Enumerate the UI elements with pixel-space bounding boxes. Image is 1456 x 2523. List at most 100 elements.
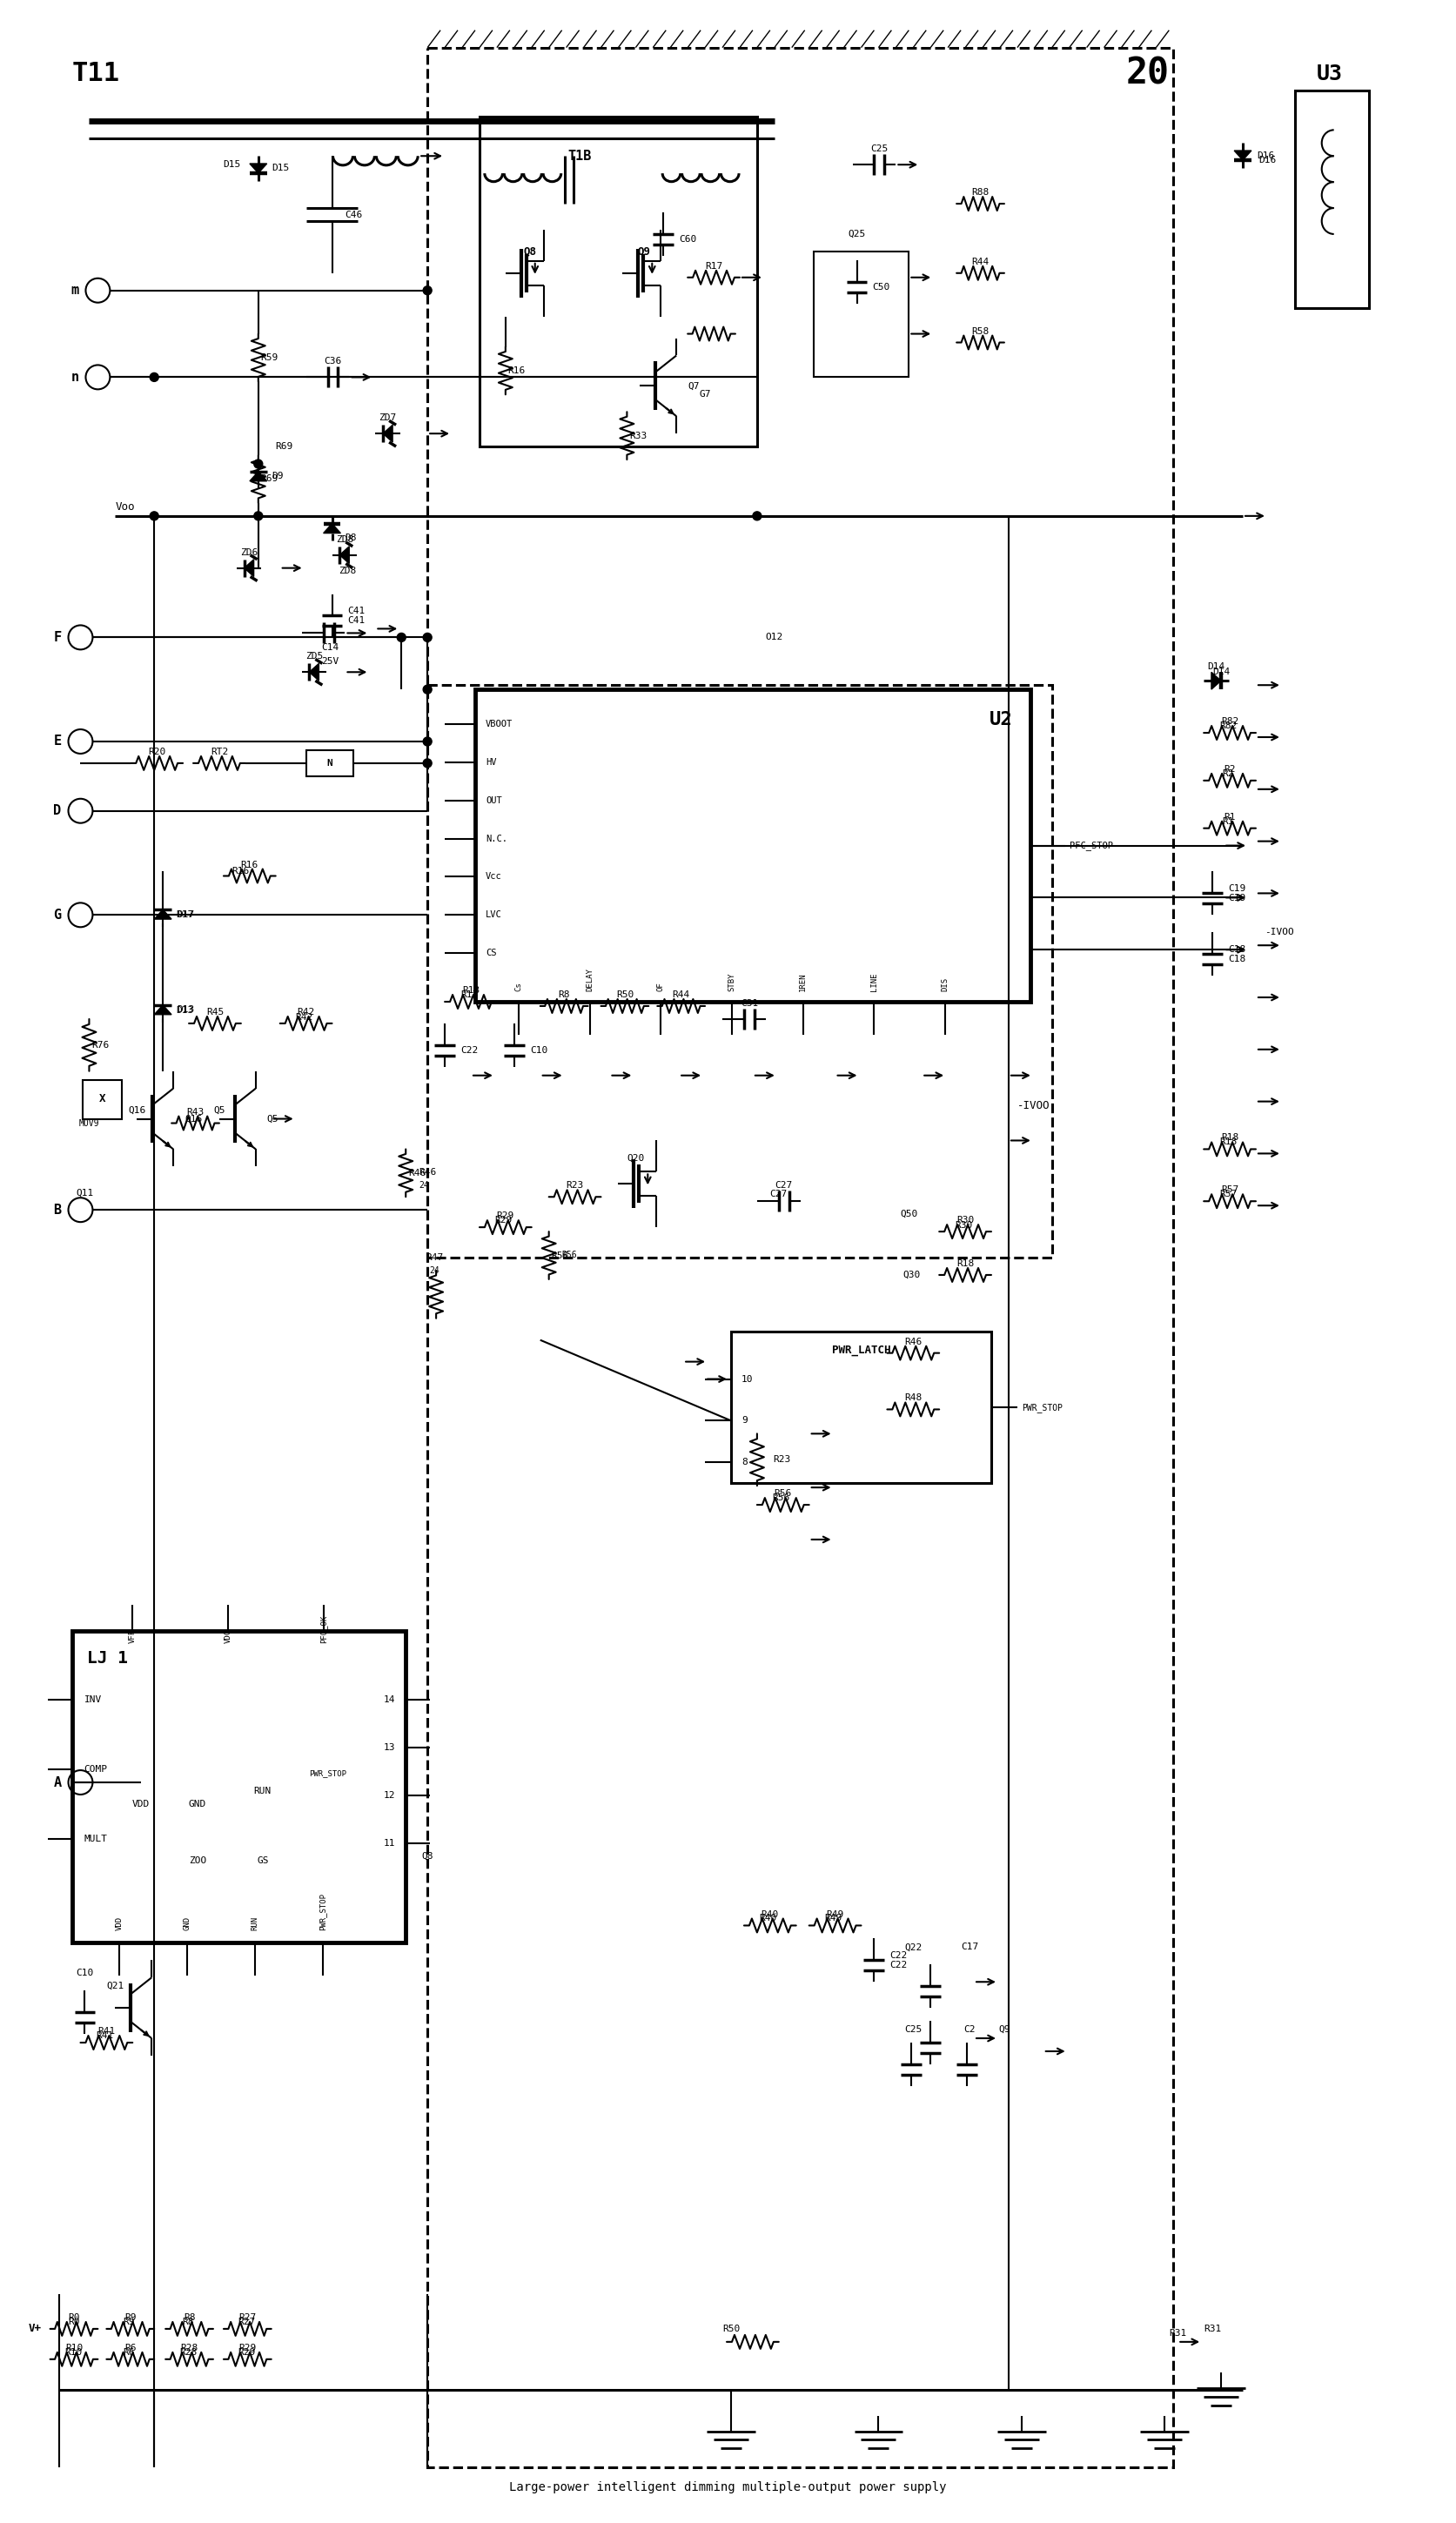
Text: C27: C27 [775,1181,792,1191]
Text: U2: U2 [990,711,1013,729]
Text: D15: D15 [272,164,290,172]
Text: C50: C50 [872,283,890,290]
Text: Vcc: Vcc [485,873,502,881]
Text: R30: R30 [955,1221,973,1229]
Text: D: D [54,805,61,817]
Text: R58: R58 [971,328,989,336]
Text: R23: R23 [773,1456,791,1463]
Text: m: m [71,285,79,298]
Text: R69: R69 [261,474,278,484]
Text: R82: R82 [1219,722,1236,729]
Polygon shape [250,164,266,174]
Text: R23: R23 [566,1181,584,1191]
Text: U3: U3 [1316,63,1342,83]
Text: R46: R46 [904,1337,922,1347]
Text: 24: 24 [419,1181,430,1191]
Circle shape [424,686,432,694]
Text: V+: V+ [29,2324,41,2334]
Text: R29: R29 [495,1216,513,1224]
Text: R41: R41 [96,2031,114,2041]
Text: 9: 9 [741,1415,747,1425]
Text: 8: 8 [741,1458,747,1466]
Text: LJ 1: LJ 1 [87,1650,128,1665]
Text: R28: R28 [179,2349,197,2356]
Polygon shape [339,547,349,563]
Text: R18: R18 [1219,1138,1236,1145]
Text: R27: R27 [239,2314,256,2321]
Text: Cs: Cs [514,981,523,992]
Text: R31: R31 [1204,2324,1222,2334]
Text: Q25: Q25 [847,230,866,237]
Text: R13: R13 [462,986,479,994]
Text: PWR_STOP: PWR_STOP [309,1769,347,1779]
Text: Q50: Q50 [900,1211,917,1219]
Text: HV: HV [485,757,496,767]
Text: R17: R17 [705,262,722,270]
Text: PWR_LATCH: PWR_LATCH [831,1345,891,1355]
Text: D14: D14 [1207,664,1224,671]
Text: OUT: OUT [485,797,502,805]
Text: STBY: STBY [728,971,735,992]
Text: R45: R45 [207,1007,224,1017]
Text: C10: C10 [530,1047,547,1055]
Text: D14: D14 [1213,669,1230,676]
Text: ZD8: ZD8 [336,535,354,545]
Circle shape [253,512,262,520]
Circle shape [397,633,406,641]
Text: 25V: 25V [322,659,339,666]
Text: C18: C18 [1227,946,1246,954]
Text: R41: R41 [98,2026,115,2036]
Text: R49: R49 [824,1915,842,1923]
Bar [428,686,1053,1256]
Text: R30: R30 [957,1216,974,1224]
Text: D9: D9 [272,472,284,482]
Text: COMP: COMP [84,1766,108,1774]
Text: ZD8: ZD8 [339,565,357,575]
Text: RUN: RUN [250,1917,259,1930]
Text: Q20: Q20 [628,1153,645,1163]
Text: R48: R48 [904,1393,922,1403]
Circle shape [424,759,432,767]
Text: VDG: VDG [224,1630,232,1642]
Text: R69: R69 [275,442,293,452]
Text: Large-power intelligent dimming multiple-output power supply: Large-power intelligent dimming multiple… [510,2483,946,2493]
Text: R8: R8 [558,992,569,999]
Text: C60: C60 [678,235,696,245]
Text: C19: C19 [1227,886,1246,893]
Bar [731,1332,992,1484]
Text: T11: T11 [71,61,119,86]
Text: R28: R28 [181,2344,198,2351]
Text: R18: R18 [1222,1133,1239,1143]
Text: R76: R76 [92,1039,109,1050]
Text: GND: GND [189,1799,207,1809]
Text: RUN: RUN [253,1786,271,1796]
Text: C19: C19 [1227,893,1246,903]
Text: ZD7: ZD7 [379,414,396,421]
Text: R31: R31 [1169,2329,1187,2336]
Text: R47: R47 [425,1254,443,1262]
Text: X: X [99,1092,105,1105]
Text: RT2: RT2 [211,747,229,757]
Text: R9: R9 [124,2314,137,2321]
Text: C10: C10 [76,1968,93,1978]
Text: DIS: DIS [942,976,949,992]
Text: R57: R57 [1219,1191,1236,1198]
Text: C25: C25 [904,2026,922,2034]
Polygon shape [323,525,341,532]
Text: -IVOO: -IVOO [1264,928,1294,936]
Text: R88: R88 [971,189,989,197]
Bar [479,116,757,447]
Text: LVC: LVC [485,911,502,918]
Text: F: F [54,631,61,643]
Text: MOV9: MOV9 [79,1118,99,1128]
Text: PWR_STOP: PWR_STOP [319,1892,326,1930]
Text: Q22: Q22 [904,1943,922,1950]
Text: PFQ_OK: PFQ_OK [319,1615,328,1642]
Text: R27: R27 [239,2319,256,2326]
Text: PFC_STOP: PFC_STOP [1069,840,1112,850]
Text: 10: 10 [741,1375,753,1383]
Circle shape [424,737,432,747]
Text: E: E [54,734,61,747]
Text: R46: R46 [419,1168,437,1176]
Text: DELAY: DELAY [585,969,594,992]
